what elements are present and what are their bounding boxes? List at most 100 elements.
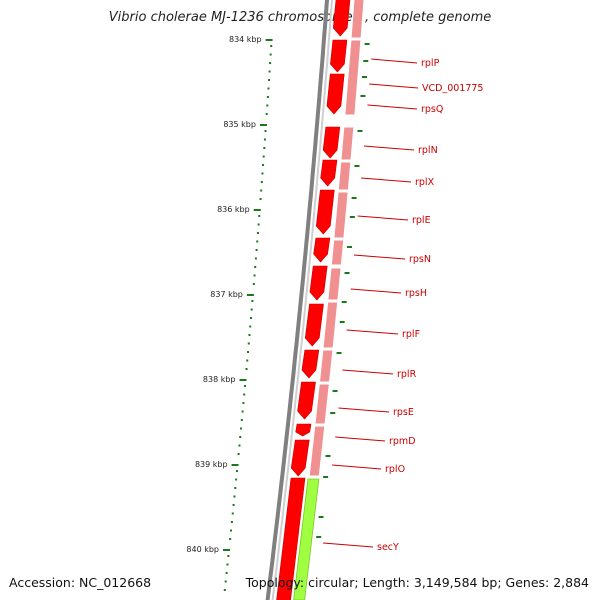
scale-dot xyxy=(223,589,226,591)
gene-label-layer: rplP VCD_001775 rpsQ rplN rplX rplE rpsN rpsH rp… xyxy=(323,58,483,553)
gene-label-rplF: rplF xyxy=(402,329,420,340)
scale-dot xyxy=(231,512,234,515)
scale-dot xyxy=(225,572,228,574)
gene-label-rpsE: rpsE xyxy=(393,407,414,418)
scale-dot xyxy=(253,274,256,277)
scale-dot xyxy=(247,351,250,353)
kbp-tick-label: 837 kbp xyxy=(210,290,243,299)
gene-leader-line xyxy=(363,145,415,151)
scale-dot xyxy=(229,538,232,540)
forward-gene-arrow xyxy=(304,303,324,347)
gene-label-rplX: rplX xyxy=(415,177,435,188)
reverse-gene-block xyxy=(340,126,355,161)
forward-gene-arrow xyxy=(295,423,312,437)
scale-dot xyxy=(254,257,257,260)
scale-dot xyxy=(252,283,255,285)
scale-dot xyxy=(259,198,262,200)
forward-gene-arrow xyxy=(330,39,348,73)
scale-dot xyxy=(256,232,259,234)
kbp-tick-label: 836 kbp xyxy=(217,205,250,214)
scale-dot xyxy=(232,504,235,506)
scale-dot xyxy=(269,62,272,64)
accession-label: Accession: NC_012668 xyxy=(9,575,152,590)
gene-label-VCD_001775: VCD_001775 xyxy=(422,83,483,94)
gene-leader-line xyxy=(350,288,402,294)
genome-stats-label: Topology: circular; Length: 3,149,584 bp… xyxy=(245,575,589,590)
reverse-gene-block xyxy=(314,383,330,425)
scale-dot xyxy=(262,164,265,166)
scale-dot xyxy=(268,79,271,81)
scale-dot xyxy=(230,529,233,532)
scale-dot xyxy=(249,317,252,319)
gene-label-rplE: rplE xyxy=(412,215,431,226)
scale-dot xyxy=(237,453,240,455)
scale-dot xyxy=(268,70,271,73)
reverse-gene-block xyxy=(350,0,365,39)
scale-dot xyxy=(230,521,233,523)
forward-gene-arrow xyxy=(297,381,316,420)
scale-dot xyxy=(264,130,267,132)
gene-leader-line xyxy=(342,369,394,375)
scale-dot xyxy=(235,478,238,481)
scale-dot xyxy=(265,113,268,115)
scale-dot xyxy=(266,96,269,98)
gene-leader-line xyxy=(338,407,390,413)
scale-dot xyxy=(266,104,269,107)
kbp-tick-label: 839 kbp xyxy=(195,460,228,469)
scale-dot xyxy=(248,334,251,336)
gene-leader-line xyxy=(335,436,386,442)
gene-label-rpmD: rpmD xyxy=(389,436,416,447)
scale-dot xyxy=(233,495,236,498)
scale-dot xyxy=(257,223,260,226)
scale-dot xyxy=(227,555,230,557)
genome-backbone-inner-line xyxy=(271,0,334,600)
scale-dot xyxy=(247,342,250,345)
forward-gene-arrow xyxy=(326,73,345,115)
secY-gene-block xyxy=(293,478,320,600)
scale-dot xyxy=(239,436,242,438)
scale-dot xyxy=(260,181,263,183)
gene-label-secY: secY xyxy=(377,542,399,553)
scale-dot xyxy=(261,172,264,175)
scale-dot xyxy=(241,410,244,413)
scale-dot xyxy=(269,53,272,56)
forward-gene-arrow xyxy=(290,439,310,477)
scale-dot xyxy=(260,189,263,192)
scale-dot xyxy=(251,300,254,302)
scale-dot xyxy=(256,240,259,243)
forward-gene-arrow xyxy=(313,237,331,263)
gene-leader-line xyxy=(323,542,374,548)
scale-dot xyxy=(243,393,246,396)
gene-leader-line xyxy=(332,464,382,470)
gene-track-layer xyxy=(265,0,370,600)
scale-dot xyxy=(254,266,257,268)
reverse-gene-block xyxy=(344,39,362,116)
scale-dot xyxy=(250,308,253,311)
scale-dot xyxy=(262,155,265,158)
gene-leader-line xyxy=(346,329,399,335)
forward-gene-arrow xyxy=(301,349,320,379)
gene-leader-line xyxy=(353,254,406,260)
scale-dot xyxy=(242,402,245,404)
forward-gene-arrow xyxy=(322,126,341,159)
gene-leader-line xyxy=(361,177,412,183)
scale-dot xyxy=(226,563,229,566)
gene-label-rpsQ: rpsQ xyxy=(421,104,443,115)
kbp-tick-label: 840 kbp xyxy=(186,545,219,554)
reverse-gene-block xyxy=(327,267,342,301)
forward-gene-arrow xyxy=(309,265,328,301)
scale-dot xyxy=(263,138,266,141)
reverse-gene-block xyxy=(308,425,326,477)
reverse-gene-block xyxy=(330,239,345,266)
forward-gene-arrow xyxy=(315,189,335,235)
kbp-tick-label: 838 kbp xyxy=(203,375,236,384)
kbp-tick-layer: 834 kbp 835 kbp 836 kbp 837 kbp 838 kbp 839 k… xyxy=(186,35,273,591)
gene-label-rpsN: rpsN xyxy=(409,254,431,265)
scale-dot xyxy=(267,87,270,90)
gene-label-rplP: rplP xyxy=(421,58,440,69)
scale-dot xyxy=(224,580,227,583)
scale-dot xyxy=(246,359,249,362)
gene-label-rplN: rplN xyxy=(418,145,438,156)
scale-dot xyxy=(235,470,238,472)
